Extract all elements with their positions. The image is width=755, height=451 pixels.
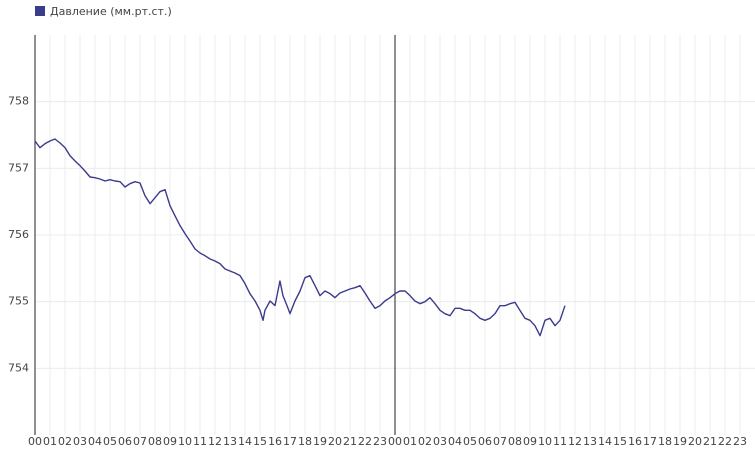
x-tick-label: 23 — [373, 435, 387, 448]
x-tick-label: 15 — [613, 435, 627, 448]
x-tick-label: 12 — [568, 435, 582, 448]
x-tick-label: 14 — [598, 435, 612, 448]
x-tick-label: 18 — [658, 435, 672, 448]
x-tick-label: 03 — [433, 435, 447, 448]
x-tick-label: 20 — [688, 435, 702, 448]
x-tick-label: 08 — [508, 435, 522, 448]
x-tick-label: 01 — [43, 435, 57, 448]
x-tick-label: 13 — [583, 435, 597, 448]
x-tick-label: 00 — [388, 435, 402, 448]
x-tick-label: 09 — [163, 435, 177, 448]
x-tick-label: 17 — [283, 435, 297, 448]
x-tick-label: 19 — [313, 435, 327, 448]
x-tick-label: 20 — [328, 435, 342, 448]
x-tick-label: 17 — [643, 435, 657, 448]
y-tick-label: 757 — [8, 161, 29, 174]
x-tick-label: 07 — [493, 435, 507, 448]
x-tick-label: 22 — [718, 435, 732, 448]
x-tick-label: 12 — [208, 435, 222, 448]
y-tick-label: 754 — [8, 361, 29, 374]
x-tick-label: 10 — [178, 435, 192, 448]
x-tick-label: 11 — [553, 435, 567, 448]
y-tick-label: 756 — [8, 228, 29, 241]
y-tick-label: 755 — [8, 295, 29, 308]
x-tick-label: 16 — [628, 435, 642, 448]
x-tick-label: 19 — [673, 435, 687, 448]
x-tick-label: 03 — [73, 435, 87, 448]
legend-swatch — [35, 6, 45, 16]
x-tick-label: 01 — [403, 435, 417, 448]
x-tick-label: 04 — [88, 435, 102, 448]
x-tick-label: 15 — [253, 435, 267, 448]
x-tick-label: 13 — [223, 435, 237, 448]
x-tick-label: 16 — [268, 435, 282, 448]
x-tick-label: 02 — [418, 435, 432, 448]
x-tick-label: 06 — [478, 435, 492, 448]
legend-label: Давление (мм.рт.ст.) — [50, 5, 172, 18]
x-tick-label: 04 — [448, 435, 462, 448]
x-tick-label: 23 — [733, 435, 747, 448]
y-tick-label: 758 — [8, 95, 29, 108]
x-tick-label: 22 — [358, 435, 372, 448]
x-tick-label: 14 — [238, 435, 252, 448]
x-tick-label: 21 — [703, 435, 717, 448]
x-tick-label: 21 — [343, 435, 357, 448]
line-series — [34, 138, 566, 337]
x-tick-label: 06 — [118, 435, 132, 448]
x-tick-label: 00 — [28, 435, 42, 448]
x-tick-label: 02 — [58, 435, 72, 448]
x-tick-label: 18 — [298, 435, 312, 448]
x-tick-label: 11 — [193, 435, 207, 448]
x-tick-label: 10 — [538, 435, 552, 448]
x-tick-label: 07 — [133, 435, 147, 448]
x-tick-label: 09 — [523, 435, 537, 448]
x-tick-label: 08 — [148, 435, 162, 448]
x-tick-label: 05 — [463, 435, 477, 448]
x-tick-label: 05 — [103, 435, 117, 448]
